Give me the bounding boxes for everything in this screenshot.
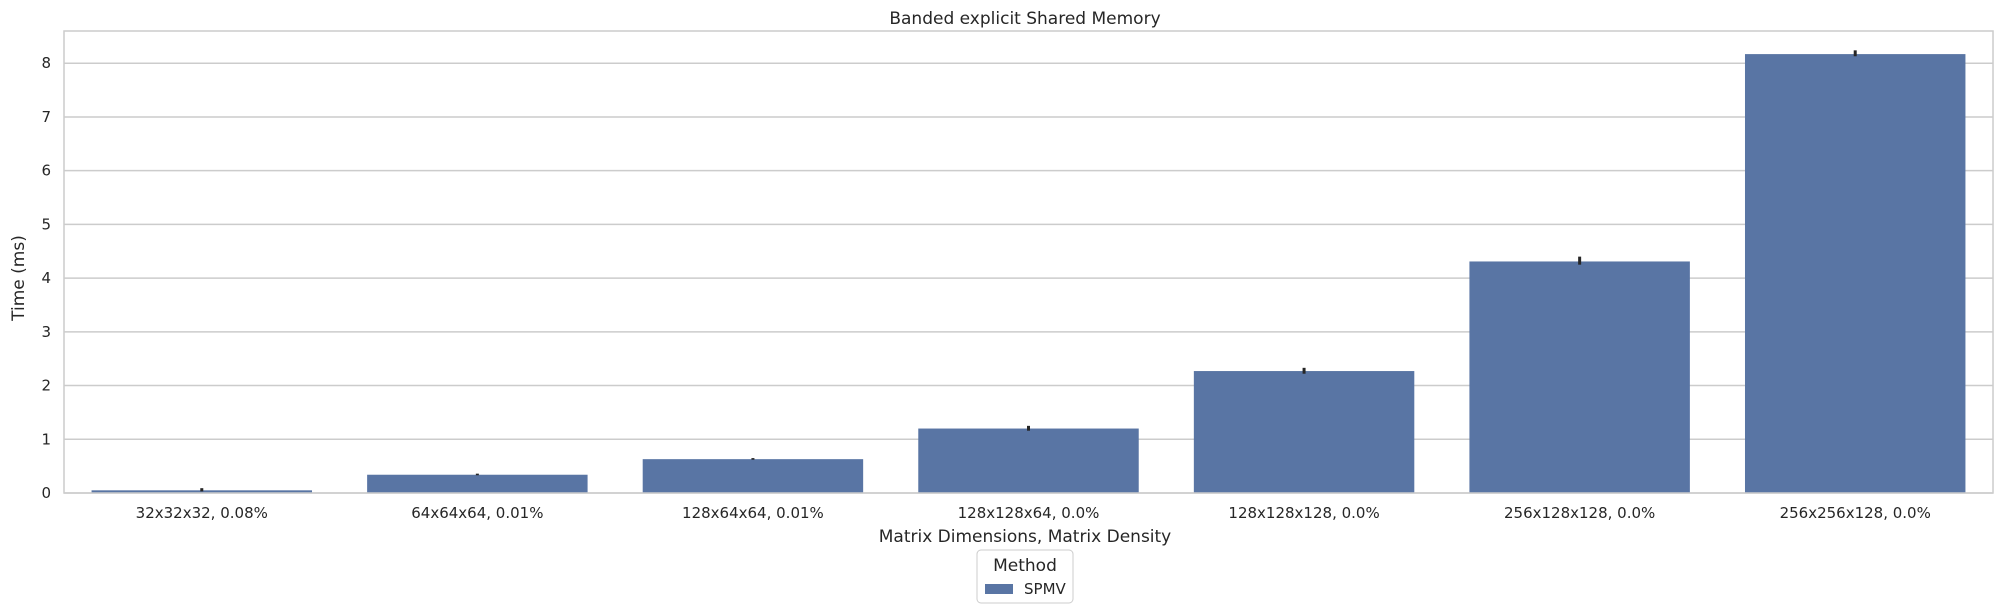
bar[interactable]: [91, 490, 313, 493]
legend-swatch-spmv: [985, 584, 1013, 594]
y-tick-label: 4: [41, 269, 51, 287]
chart-title: Banded explicit Shared Memory: [889, 9, 1160, 29]
bar[interactable]: [1469, 261, 1690, 493]
y-tick-label: 7: [41, 108, 51, 126]
x-tick-label: 64x64x64, 0.01%: [411, 504, 543, 522]
y-tick-label: 0: [41, 484, 51, 502]
error-bars: [200, 50, 1857, 492]
y-axis-label: Time (ms): [9, 235, 29, 322]
legend-label-spmv: SPMV: [1024, 580, 1067, 598]
bar[interactable]: [642, 459, 864, 493]
x-tick-label: 128x128x64, 0.0%: [958, 504, 1100, 522]
x-tick-label: 32x32x32, 0.08%: [136, 504, 268, 522]
y-tick-labels: 0 1 2 3 4 5 6 7 8: [41, 54, 51, 502]
x-tick-label: 128x128x128, 0.0%: [1228, 504, 1379, 522]
grid-lines: [64, 62, 1993, 494]
y-tick-label: 3: [41, 323, 51, 341]
y-tick-label: 2: [41, 377, 51, 395]
plot-frame: [63, 30, 1994, 494]
x-tick-label: 256x128x128, 0.0%: [1504, 504, 1655, 522]
x-tick-label: 256x256x128, 0.0%: [1780, 504, 1931, 522]
y-tick-label: 8: [41, 54, 51, 72]
bar[interactable]: [918, 428, 1139, 493]
x-tick-labels: 32x32x32, 0.08% 64x64x64, 0.01% 128x64x64,…: [136, 504, 1931, 522]
bar[interactable]: [367, 474, 588, 493]
bars: [91, 54, 1966, 493]
x-axis-label: Matrix Dimensions, Matrix Density: [879, 527, 1172, 547]
bar[interactable]: [1193, 371, 1415, 493]
y-tick-label: 5: [41, 215, 51, 233]
y-tick-label: 6: [41, 162, 51, 180]
y-tick-label: 1: [41, 430, 51, 448]
x-tick-label: 128x64x64, 0.01%: [682, 504, 824, 522]
legend-title: Method: [993, 556, 1057, 576]
bar[interactable]: [1744, 54, 1966, 493]
legend[interactable]: Method SPMV: [976, 549, 1074, 604]
